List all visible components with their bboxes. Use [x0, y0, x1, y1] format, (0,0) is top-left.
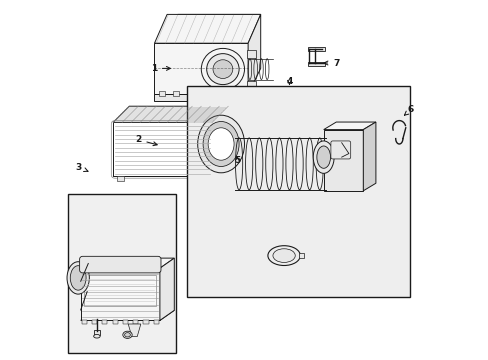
Ellipse shape — [208, 128, 234, 160]
Bar — [159, 91, 164, 96]
Bar — [112, 320, 118, 324]
Polygon shape — [247, 14, 260, 94]
Text: 4: 4 — [286, 77, 292, 85]
Bar — [92, 320, 97, 324]
Text: 3: 3 — [76, 163, 88, 172]
Ellipse shape — [201, 49, 244, 90]
Bar — [307, 62, 324, 66]
Polygon shape — [113, 160, 228, 176]
Bar — [173, 91, 179, 96]
FancyBboxPatch shape — [330, 141, 350, 159]
Bar — [201, 176, 208, 181]
Bar — [247, 81, 256, 87]
Bar — [307, 47, 324, 51]
Polygon shape — [128, 324, 141, 337]
Ellipse shape — [272, 249, 295, 262]
Polygon shape — [81, 258, 174, 268]
Text: 2: 2 — [135, 135, 157, 146]
Text: 6: 6 — [404, 105, 413, 115]
Bar — [81, 320, 87, 324]
Polygon shape — [160, 258, 174, 320]
Bar — [298, 253, 303, 258]
Ellipse shape — [67, 262, 89, 294]
Bar — [216, 91, 222, 96]
Polygon shape — [170, 14, 260, 23]
Ellipse shape — [213, 60, 232, 78]
Polygon shape — [113, 122, 212, 176]
Text: 5: 5 — [234, 156, 240, 165]
Polygon shape — [81, 310, 174, 320]
Ellipse shape — [70, 266, 86, 290]
Bar — [84, 275, 156, 306]
Polygon shape — [212, 106, 228, 176]
Ellipse shape — [313, 141, 333, 173]
Bar — [133, 320, 138, 324]
Ellipse shape — [122, 331, 132, 338]
Bar — [230, 91, 236, 96]
Bar — [102, 320, 107, 324]
Ellipse shape — [203, 122, 239, 166]
Ellipse shape — [94, 334, 100, 338]
Bar — [122, 320, 128, 324]
Bar — [202, 91, 207, 96]
Polygon shape — [154, 43, 247, 94]
Polygon shape — [154, 14, 260, 43]
Bar — [187, 91, 193, 96]
Polygon shape — [113, 106, 228, 122]
Polygon shape — [323, 122, 375, 130]
Bar — [94, 330, 100, 335]
Text: 1: 1 — [150, 64, 170, 73]
Bar — [323, 130, 363, 191]
Ellipse shape — [124, 333, 130, 337]
Bar — [117, 176, 123, 181]
Polygon shape — [81, 268, 160, 320]
Bar — [68, 194, 176, 353]
Text: 7: 7 — [324, 58, 339, 68]
Polygon shape — [363, 122, 375, 191]
Ellipse shape — [206, 54, 239, 85]
Bar — [143, 320, 148, 324]
Ellipse shape — [197, 115, 244, 173]
FancyBboxPatch shape — [80, 256, 161, 273]
Bar — [153, 320, 159, 324]
Polygon shape — [154, 94, 247, 101]
Polygon shape — [186, 86, 409, 297]
Bar — [247, 50, 256, 58]
Ellipse shape — [316, 146, 330, 168]
